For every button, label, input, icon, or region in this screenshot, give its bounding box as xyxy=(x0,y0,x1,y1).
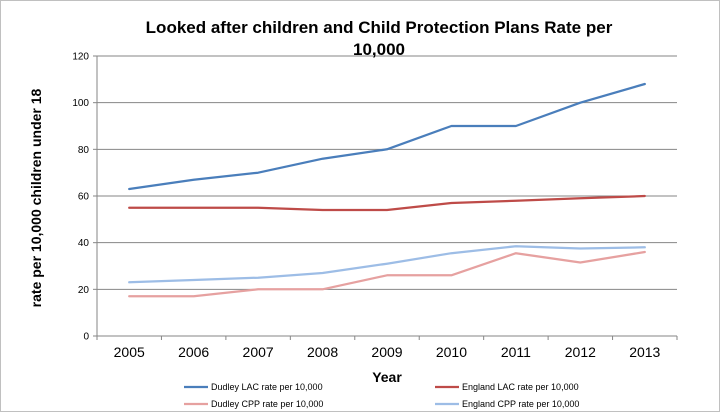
legend-label: England CPP rate per 10,000 xyxy=(462,399,579,409)
x-tick-label: 2006 xyxy=(178,344,209,360)
y-tick-label: 20 xyxy=(78,285,90,296)
axes xyxy=(93,55,678,340)
series-line-4 xyxy=(128,245,646,284)
series-line-2 xyxy=(128,194,646,212)
y-tick-label: 120 xyxy=(72,52,89,63)
series-line-3 xyxy=(128,250,646,298)
y-tick-label: 0 xyxy=(83,332,89,343)
legend: Dudley LAC rate per 10,000 England LAC ra… xyxy=(184,382,579,409)
chart-title-line-1: Looked after children and Child Protecti… xyxy=(146,18,613,37)
x-tick-label: 2013 xyxy=(629,344,660,360)
x-tick-label: 2005 xyxy=(114,344,145,360)
x-tick-label: 2011 xyxy=(501,344,531,360)
series-lines xyxy=(128,82,646,298)
x-tick-label: 2009 xyxy=(371,344,402,360)
chart-title-line-2: 10,000 xyxy=(353,40,405,59)
legend-label: Dudley CPP rate per 10,000 xyxy=(211,399,323,409)
legend-label: Dudley LAC rate per 10,000 xyxy=(211,382,323,392)
x-tick-label: 2007 xyxy=(243,344,274,360)
x-tick-label: 2008 xyxy=(307,344,338,360)
y-tick-label: 100 xyxy=(72,98,89,109)
y-axis-label: rate per 10,000 children under 18 xyxy=(28,88,44,307)
x-axis-label: Year xyxy=(372,369,402,385)
x-tick-label: 2010 xyxy=(436,344,467,360)
y-tick-label: 80 xyxy=(78,145,90,156)
y-tick-label: 60 xyxy=(78,192,90,203)
x-tick-labels: 2005 2006 2007 2008 2009 2010 2011 2012 2013 xyxy=(114,344,661,360)
series-line-1 xyxy=(128,82,646,191)
y-tick-label: 40 xyxy=(78,238,90,249)
gridlines xyxy=(97,55,677,290)
y-tick-labels: 0 20 40 60 80 100 120 xyxy=(72,52,89,343)
x-tick-label: 2012 xyxy=(565,344,596,360)
legend-label: England LAC rate per 10,000 xyxy=(462,382,579,392)
